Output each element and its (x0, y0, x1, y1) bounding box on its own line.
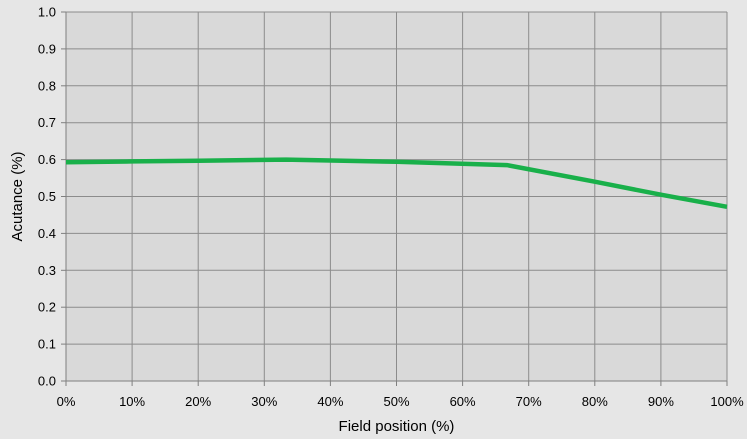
y-tick-label: 0.4 (38, 226, 56, 241)
series-line-0 (65, 157, 728, 210)
x-tick-labels: 0% 10% 20% 30% 40% 50% 60% 70% 80% 90% 100% (57, 394, 744, 409)
x-axis-title: Field position (%) (339, 418, 455, 435)
x-tick-label: 20% (185, 394, 211, 409)
y-tick-label: 1.0 (38, 5, 56, 20)
x-tick-label: 60% (450, 394, 476, 409)
y-tick-label: 0.6 (38, 152, 56, 167)
y-tick-label: 0.9 (38, 41, 56, 56)
y-tick-labels: 0.0 0.1 0.2 0.3 0.4 0.5 0.6 0.7 0.8 0.9 1.0 (38, 5, 56, 389)
y-axis-title: Acutance (%) (9, 151, 26, 241)
y-tick-label: 0.3 (38, 263, 56, 278)
x-tick-label: 40% (317, 394, 343, 409)
x-tick-label: 90% (648, 394, 674, 409)
y-tick-label: 0.7 (38, 115, 56, 130)
y-tick-label: 0.5 (38, 189, 56, 204)
x-tick-label: 10% (119, 394, 145, 409)
axes (61, 11, 728, 386)
x-tick-label: 100% (710, 394, 744, 409)
series-layer (65, 157, 728, 210)
y-tick-label: 0.2 (38, 300, 56, 315)
x-tick-label: 0% (57, 394, 76, 409)
x-tick-label: 70% (516, 394, 542, 409)
y-tick-label: 0.1 (38, 337, 56, 352)
y-tick-label: 0.8 (38, 78, 56, 93)
y-tick-label: 0.0 (38, 374, 56, 389)
x-tick-label: 50% (383, 394, 409, 409)
x-tick-label: 80% (582, 394, 608, 409)
x-tick-label: 30% (251, 394, 277, 409)
